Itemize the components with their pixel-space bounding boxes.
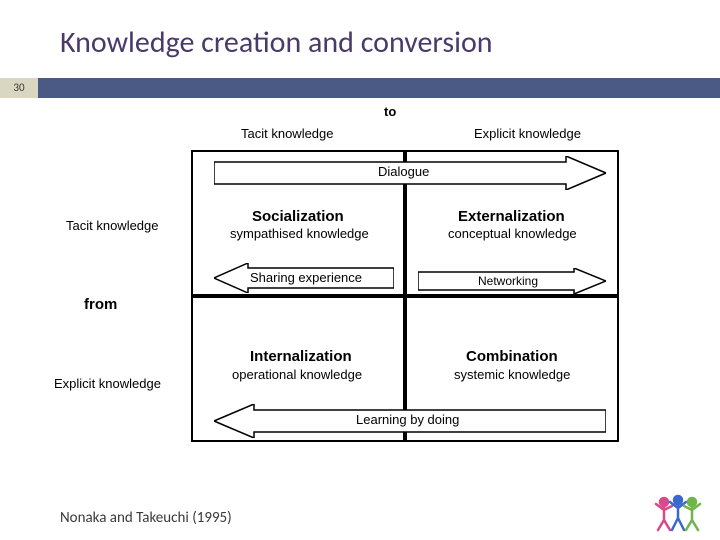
col-header-left: Tacit knowledge (241, 126, 334, 141)
arrow-top-label: Dialogue (378, 164, 429, 179)
header-bar: 30 (0, 78, 720, 98)
quad-br-title: Combination (466, 348, 558, 365)
quad-tl-title: Socialization (252, 208, 344, 225)
header-stripe (38, 78, 720, 98)
arrow-mid-right-label: Networking (478, 274, 538, 288)
quad-tr-sub: conceptual knowledge (448, 226, 577, 241)
citation-text: Nonaka and Takeuchi (1995) (60, 509, 232, 527)
quad-tl-sub: sympathised knowledge (230, 226, 369, 241)
axis-to-label: to (384, 104, 396, 119)
row-header-bottom: Explicit knowledge (54, 376, 161, 391)
quad-tr-title: Externalization (458, 208, 565, 225)
quad-bl-sub: operational knowledge (232, 367, 362, 382)
seci-diagram: to Tacit knowledge Explicit knowledge Ta… (46, 100, 678, 490)
arrow-bottom-label: Learning by doing (356, 412, 459, 427)
slide-number: 30 (0, 78, 38, 98)
people-logo-icon (650, 492, 706, 532)
quad-br-sub: systemic knowledge (454, 367, 570, 382)
arrow-mid-left-label: Sharing experience (250, 270, 362, 285)
quad-bl-title: Internalization (250, 348, 352, 365)
page-title: Knowledge creation and conversion (60, 24, 493, 61)
axis-from-label: from (84, 296, 117, 313)
row-header-top: Tacit knowledge (66, 218, 159, 233)
col-header-right: Explicit knowledge (474, 126, 581, 141)
